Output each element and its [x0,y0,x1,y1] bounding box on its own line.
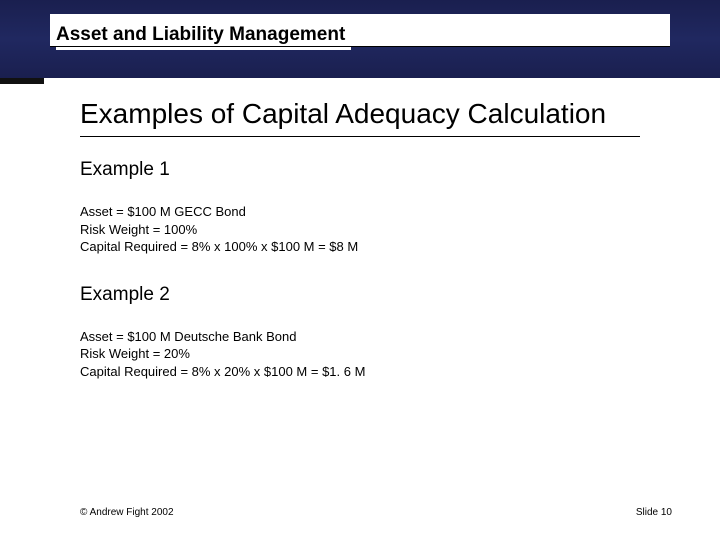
slide: Asset and Liability Management Examples … [0,0,720,540]
content-area: Examples of Capital Adequacy Calculation… [80,98,660,408]
example-1-line-2: Risk Weight = 100% [80,221,660,239]
example-2-body: Asset = $100 M Deutsche Bank Bond Risk W… [80,328,660,381]
example-1-heading: Example 1 [80,159,660,181]
example-1-body: Asset = $100 M GECC Bond Risk Weight = 1… [80,203,660,256]
left-gutter-accent [0,78,44,84]
title-underline [80,136,640,137]
example-1-line-3: Capital Required = 8% x 100% x $100 M = … [80,238,660,256]
example-2-line-3: Capital Required = 8% x 20% x $100 M = $… [80,363,660,381]
copyright-text: © Andrew Fight 2002 [80,507,174,518]
example-2-heading: Example 2 [80,284,660,306]
slide-title: Examples of Capital Adequacy Calculation [80,98,660,130]
example-2-line-2: Risk Weight = 20% [80,345,660,363]
example-2-line-1: Asset = $100 M Deutsche Bank Bond [80,328,660,346]
header-rule [50,46,670,47]
example-1-line-1: Asset = $100 M GECC Bond [80,203,660,221]
slide-number: Slide 10 [636,507,672,518]
footer: © Andrew Fight 2002 Slide 10 [80,507,672,518]
